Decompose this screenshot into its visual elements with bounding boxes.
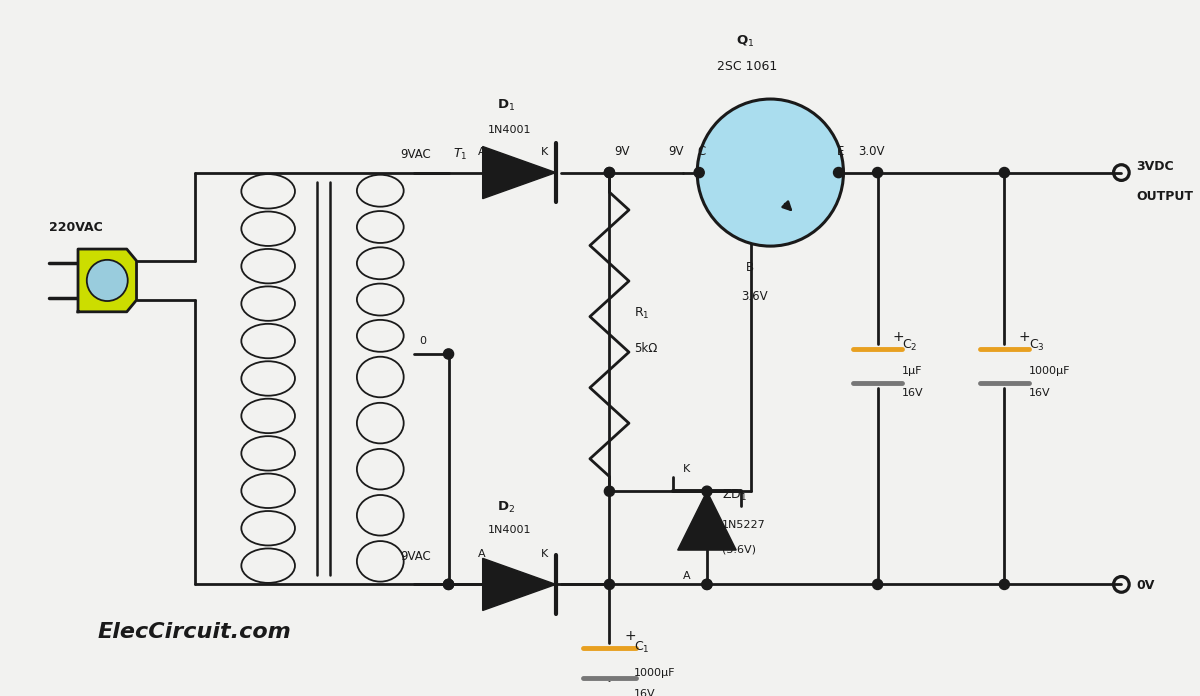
Ellipse shape bbox=[241, 212, 295, 246]
Ellipse shape bbox=[241, 361, 295, 396]
Ellipse shape bbox=[356, 541, 403, 582]
Text: 2SC 1061: 2SC 1061 bbox=[716, 60, 776, 72]
Circle shape bbox=[834, 168, 844, 177]
Text: 1N4001: 1N4001 bbox=[487, 525, 532, 535]
Text: 1000μF: 1000μF bbox=[1028, 365, 1070, 376]
Text: D$_1$: D$_1$ bbox=[497, 98, 516, 113]
Text: C$_1$: C$_1$ bbox=[634, 640, 649, 655]
Text: Q$_1$: Q$_1$ bbox=[737, 34, 755, 49]
Text: 16V: 16V bbox=[634, 689, 655, 696]
Text: 3.0V: 3.0V bbox=[858, 145, 884, 158]
Text: ZD$_1$: ZD$_1$ bbox=[721, 488, 746, 503]
Text: +: + bbox=[893, 330, 904, 345]
Text: K: K bbox=[541, 549, 548, 559]
Text: 0V: 0V bbox=[1136, 579, 1154, 592]
Text: A: A bbox=[683, 571, 690, 581]
Ellipse shape bbox=[241, 286, 295, 321]
Text: B: B bbox=[746, 260, 754, 274]
Ellipse shape bbox=[241, 249, 295, 283]
Circle shape bbox=[605, 168, 614, 177]
Text: 1000μF: 1000μF bbox=[634, 667, 676, 678]
Ellipse shape bbox=[356, 175, 403, 207]
Ellipse shape bbox=[241, 174, 295, 209]
Circle shape bbox=[872, 168, 883, 177]
Polygon shape bbox=[482, 146, 556, 198]
Ellipse shape bbox=[241, 324, 295, 358]
Polygon shape bbox=[78, 249, 137, 312]
Ellipse shape bbox=[356, 283, 403, 315]
Text: 0: 0 bbox=[419, 336, 426, 346]
Circle shape bbox=[694, 168, 704, 177]
Text: +: + bbox=[1019, 330, 1031, 345]
Ellipse shape bbox=[356, 495, 403, 535]
Text: 220VAC: 220VAC bbox=[49, 221, 102, 235]
Text: K: K bbox=[541, 147, 548, 157]
Text: 9VAC: 9VAC bbox=[400, 550, 431, 563]
Text: R$_1$: R$_1$ bbox=[634, 306, 649, 322]
Text: 9V: 9V bbox=[614, 145, 630, 158]
Circle shape bbox=[702, 579, 712, 590]
Text: C$_3$: C$_3$ bbox=[1028, 338, 1044, 353]
Text: ElecCircuit.com: ElecCircuit.com bbox=[97, 622, 292, 642]
Ellipse shape bbox=[356, 211, 403, 243]
Text: 1N4001: 1N4001 bbox=[487, 125, 532, 135]
Ellipse shape bbox=[241, 436, 295, 470]
Ellipse shape bbox=[356, 357, 403, 397]
Circle shape bbox=[1000, 579, 1009, 590]
Ellipse shape bbox=[241, 399, 295, 433]
Ellipse shape bbox=[697, 99, 844, 246]
Polygon shape bbox=[482, 558, 556, 610]
Circle shape bbox=[605, 168, 614, 177]
Text: T$_1$: T$_1$ bbox=[454, 147, 468, 162]
Text: OUTPUT: OUTPUT bbox=[1136, 190, 1193, 203]
Ellipse shape bbox=[356, 247, 403, 279]
Text: D$_2$: D$_2$ bbox=[497, 500, 515, 515]
Text: (3.6V): (3.6V) bbox=[721, 544, 756, 555]
Text: 1N5227: 1N5227 bbox=[721, 520, 766, 530]
Text: 5kΩ: 5kΩ bbox=[634, 342, 658, 354]
Circle shape bbox=[444, 579, 454, 590]
Ellipse shape bbox=[356, 320, 403, 351]
Text: 3.6V: 3.6V bbox=[742, 290, 768, 303]
Text: 3VDC: 3VDC bbox=[1136, 159, 1174, 173]
Circle shape bbox=[605, 486, 614, 496]
Circle shape bbox=[1000, 168, 1009, 177]
Circle shape bbox=[872, 579, 883, 590]
Circle shape bbox=[702, 486, 712, 496]
Text: A: A bbox=[478, 549, 486, 559]
Ellipse shape bbox=[241, 473, 295, 508]
Ellipse shape bbox=[356, 403, 403, 443]
Text: +: + bbox=[624, 629, 636, 643]
Circle shape bbox=[605, 579, 614, 590]
Text: 16V: 16V bbox=[902, 388, 924, 398]
Text: 16V: 16V bbox=[1028, 388, 1050, 398]
Text: E: E bbox=[836, 145, 844, 158]
Text: K: K bbox=[683, 464, 690, 474]
Circle shape bbox=[444, 579, 454, 590]
Polygon shape bbox=[678, 491, 737, 550]
Circle shape bbox=[702, 579, 712, 590]
Ellipse shape bbox=[241, 511, 295, 546]
Text: 1μF: 1μF bbox=[902, 365, 923, 376]
Text: 9V: 9V bbox=[668, 145, 684, 158]
Ellipse shape bbox=[86, 260, 127, 301]
Text: C: C bbox=[697, 145, 706, 158]
Ellipse shape bbox=[356, 449, 403, 489]
Ellipse shape bbox=[241, 548, 295, 583]
Text: 9VAC: 9VAC bbox=[400, 148, 431, 161]
Text: A: A bbox=[478, 147, 486, 157]
Text: C$_2$: C$_2$ bbox=[902, 338, 918, 353]
Circle shape bbox=[444, 349, 454, 359]
